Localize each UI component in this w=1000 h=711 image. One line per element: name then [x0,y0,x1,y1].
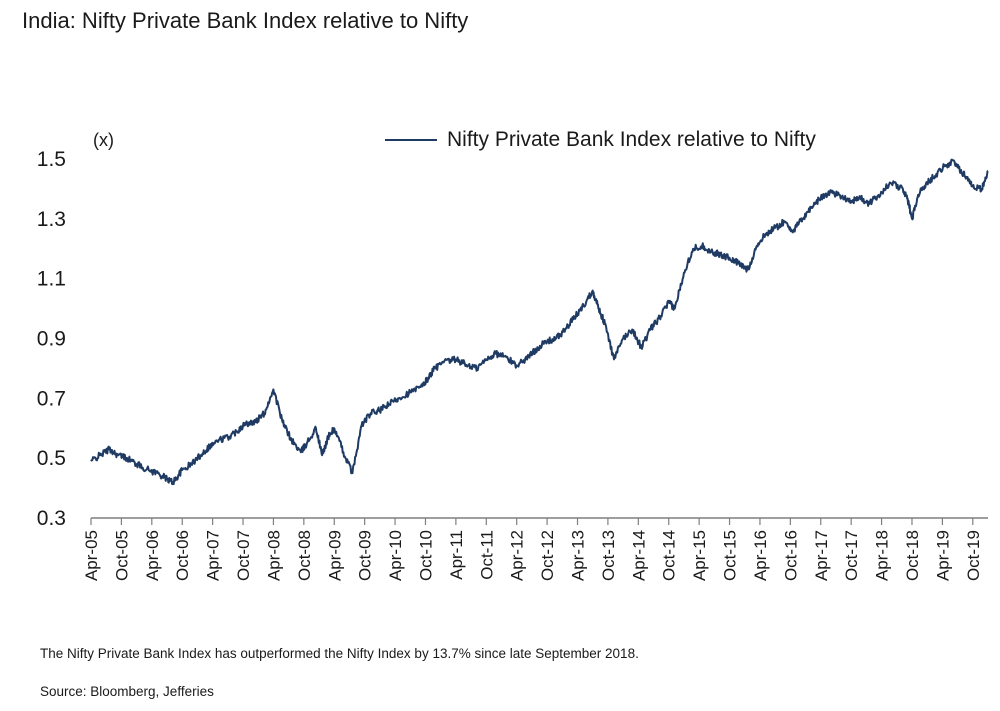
chart-title: India: Nifty Private Bank Index relative… [22,8,469,33]
x-tick-label: Oct-11 [477,530,496,580]
x-tick-label: Apr-15 [690,530,709,581]
y-tick-label: 0.9 [37,328,66,351]
y-tick-label: 0.7 [37,387,66,410]
x-tick-label: Apr-13 [569,530,588,581]
footnote: The Nifty Private Bank Index has outperf… [40,646,639,661]
x-tick-label: Oct-09 [356,530,375,581]
x-tick-label: Oct-10 [416,530,435,581]
x-axis: Apr-05 Oct-05 Apr-06 Oct-06 Apr-07 Oct-07 Apr-… [82,517,988,581]
x-tick-label: Oct-18 [903,530,922,581]
x-tick-label: Oct-12 [538,530,557,581]
x-tick-label: Apr-09 [325,530,344,581]
y-tick-label: 1.1 [37,268,66,291]
x-tick-label: Oct-17 [842,530,861,581]
x-tick-label: Apr-11 [447,530,466,580]
x-tick-label: Oct-16 [781,530,800,581]
x-tick-label: Oct-13 [599,530,618,581]
source-note: Source: Bloomberg, Jefferies [40,684,214,699]
legend-label: Nifty Private Bank Index relative to Nif… [447,128,816,151]
x-tick-label: Apr-06 [143,530,162,581]
series-layer [90,158,989,486]
y-tick-label: 0.3 [37,507,66,530]
x-tick-label: Oct-14 [660,530,679,581]
x-tick-label: Apr-07 [204,530,223,581]
x-tick-label: Apr-18 [873,530,892,581]
x-tick-label: Apr-19 [933,530,952,581]
x-tick-label: Oct-19 [964,530,983,581]
y-tick-label: 0.5 [37,447,66,470]
x-tick-label: Apr-14 [629,530,648,581]
y-tick-label: 1.5 [37,148,66,171]
legend-line-swatch [385,139,437,141]
x-tick-label: Oct-15 [721,530,740,581]
y-axis: 0.3 0.5 0.7 0.9 1.1 1.3 1.5 [37,148,66,530]
x-tick-label: Oct-07 [234,530,253,581]
x-tick-label: Apr-08 [264,530,283,581]
x-tick-label: Apr-16 [751,530,770,581]
x-tick-label: Oct-08 [295,530,314,581]
legend: Nifty Private Bank Index relative to Nif… [385,128,816,152]
series-line [90,158,989,486]
x-tick-label: Apr-05 [82,530,101,581]
x-tick-label: Apr-12 [508,530,527,581]
y-axis-unit-label: (x) [93,130,114,150]
x-tick-label: Apr-10 [386,530,405,581]
x-tick-label: Apr-17 [812,530,831,581]
y-tick-label: 1.3 [37,208,66,231]
x-tick-label: Oct-05 [112,530,131,581]
x-tick-label: Oct-06 [173,530,192,581]
